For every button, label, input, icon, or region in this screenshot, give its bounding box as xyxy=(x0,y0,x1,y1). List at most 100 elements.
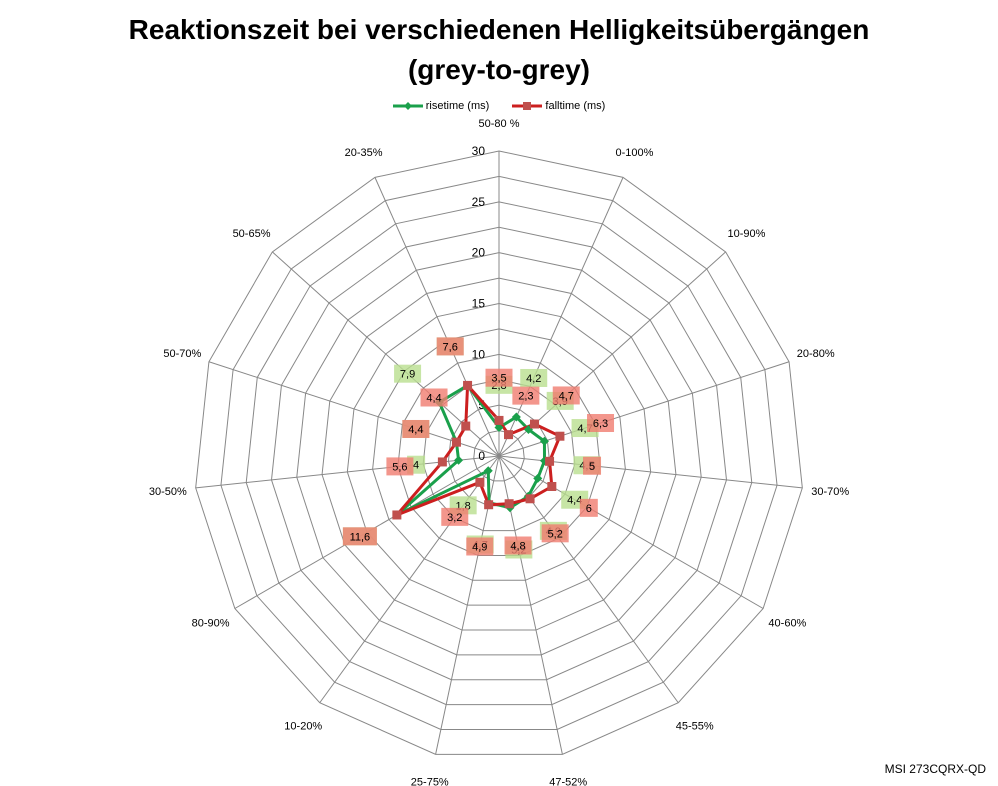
category-label: 10-20% xyxy=(284,720,322,732)
legend-item-rise: risetime (ms) xyxy=(392,100,490,113)
legend-item-fall: falltime (ms) xyxy=(512,100,605,112)
data-point-fall xyxy=(451,437,461,447)
chart-title-line1: Reaktionszeit bei verschiedenen Helligke… xyxy=(128,14,870,45)
category-label: 40-60% xyxy=(768,618,806,630)
category-label: 50-80 % xyxy=(479,118,520,130)
category-label: 20-80% xyxy=(797,348,835,360)
data-point-fall xyxy=(461,421,471,431)
data-label-bg-fall xyxy=(504,536,532,555)
data-point-rise xyxy=(511,412,521,422)
data-label-fall: 6,3 xyxy=(593,418,608,430)
data-label-rise: 4,4 xyxy=(567,495,582,507)
data-label-fall: 7,6 xyxy=(443,341,458,353)
data-point-rise xyxy=(494,423,504,433)
data-label-bg-fall xyxy=(441,507,469,526)
data-label-bg-fall xyxy=(485,368,513,387)
grid-ring xyxy=(270,226,728,681)
data-label-fall: 2,3 xyxy=(518,391,533,403)
data-label-fall: 4,4 xyxy=(408,424,423,436)
grid-ring xyxy=(220,175,778,730)
data-point-fall xyxy=(484,500,494,510)
grid-ring xyxy=(422,379,576,532)
data-point-rise xyxy=(539,436,549,446)
legend-rise-swatch xyxy=(392,102,423,111)
category-label: 30-50% xyxy=(149,486,187,498)
data-label-fall: 5,6 xyxy=(392,461,407,473)
data-label-bg-fall xyxy=(579,498,598,517)
data-label-rise: 4,2 xyxy=(526,373,541,385)
data-label-bg-fall xyxy=(541,524,569,543)
data-label-bg-fall xyxy=(512,386,540,405)
grid-spoke xyxy=(498,177,624,457)
data-point-rise xyxy=(454,455,464,465)
data-label-bg-fall xyxy=(552,386,580,405)
data-label-bg-fall xyxy=(587,414,615,433)
radial-tick-label: 30 xyxy=(472,144,486,158)
grid-ring xyxy=(321,277,677,631)
grid-spoke xyxy=(208,361,500,457)
data-point-fall xyxy=(463,380,473,390)
data-label-fall: 4,7 xyxy=(559,390,574,402)
data-label-fall: 3,5 xyxy=(491,373,506,385)
data-label-rise: 7,9 xyxy=(400,369,415,381)
category-label: 25-75% xyxy=(411,777,449,786)
radial-tick-label: 0 xyxy=(478,449,485,463)
data-label-fall: 5,2 xyxy=(548,528,563,540)
data-point-fall xyxy=(504,430,514,440)
series-line-fall xyxy=(395,383,562,517)
grid-ring xyxy=(245,201,753,706)
data-point-fall xyxy=(475,477,485,487)
data-point-fall xyxy=(547,482,557,491)
grid-ring xyxy=(372,328,626,581)
grid-ring xyxy=(296,252,702,656)
data-point-fall xyxy=(555,431,565,441)
legend-rise-label: risetime (ms) xyxy=(425,100,490,113)
data-label-fall: 3,2 xyxy=(447,512,462,524)
data-point-fall xyxy=(437,457,447,467)
data-label-bg-fall xyxy=(386,457,414,476)
data-label-bg-fall xyxy=(402,419,430,438)
category-label: 50-65% xyxy=(233,228,271,240)
grid-ring xyxy=(473,430,525,482)
data-point-rise xyxy=(483,466,493,476)
radial-tick-label: 20 xyxy=(472,246,486,260)
grid-ring xyxy=(346,302,652,606)
category-label: 80-90% xyxy=(192,618,230,630)
chart-legend: risetime (ms) falltime (ms) xyxy=(0,100,998,112)
grid-spoke xyxy=(272,251,500,457)
data-label-fall: 4,4 xyxy=(426,392,441,404)
category-label: 45-55% xyxy=(676,720,714,732)
data-label-fall: 4,8 xyxy=(510,541,525,553)
data-point-fall xyxy=(545,456,555,466)
data-label-bg-rise xyxy=(520,368,548,387)
grid-spoke xyxy=(195,455,500,489)
data-label-fall: 11,6 xyxy=(350,531,371,543)
data-point-fall xyxy=(530,419,540,429)
data-point-fall xyxy=(504,499,514,509)
legend-fall-label: falltime (ms) xyxy=(545,100,606,113)
grid-spoke xyxy=(498,455,679,704)
data-label-bg-fall xyxy=(583,456,602,475)
category-label: 30-70% xyxy=(811,486,849,498)
data-label-fall: 6 xyxy=(586,503,592,515)
category-label: 50-70% xyxy=(163,348,201,360)
radial-tick-label: 25 xyxy=(472,195,486,209)
category-label: 47-52% xyxy=(549,777,587,786)
data-label-bg-fall xyxy=(466,537,494,556)
grid-spoke xyxy=(374,177,500,457)
category-label: 10-90% xyxy=(728,228,766,240)
legend-fall-swatch xyxy=(512,102,543,111)
monitor-model-label: MSI 273CQRX-QD xyxy=(884,762,986,776)
data-label-fall: 5 xyxy=(589,461,595,473)
grid-spoke xyxy=(319,455,500,704)
data-label-bg-fall xyxy=(342,527,377,546)
grid-spoke xyxy=(498,455,764,609)
data-label-rise: 4 xyxy=(413,460,419,472)
grid-ring xyxy=(397,353,601,556)
data-point-fall xyxy=(525,494,535,504)
chart-title-line2: (grey-to-grey) xyxy=(407,54,590,85)
category-label: 20-35% xyxy=(345,147,383,159)
data-label-bg-fall xyxy=(436,337,464,356)
data-label-fall: 4,9 xyxy=(472,541,487,553)
